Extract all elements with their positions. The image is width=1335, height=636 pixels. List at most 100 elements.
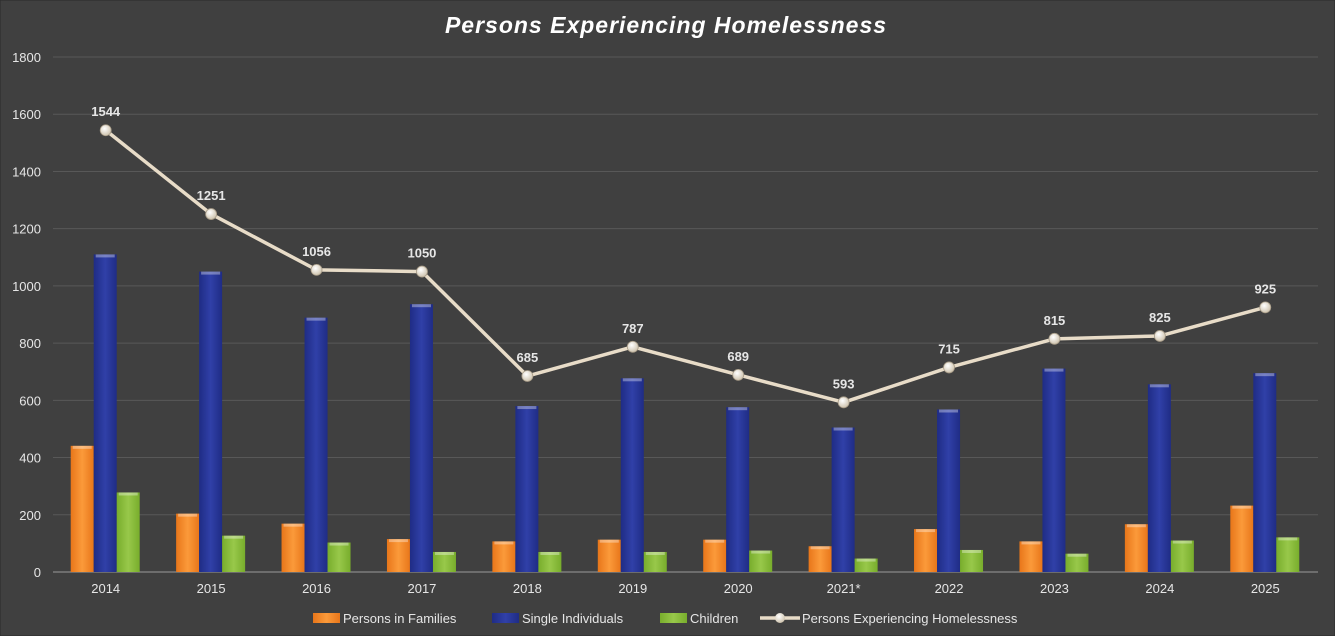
- bar-persons-in-families: [386, 539, 410, 572]
- y-tick-label: 800: [19, 336, 41, 351]
- bar-highlight: [599, 539, 619, 543]
- bar-children: [222, 535, 246, 572]
- y-tick-label: 1200: [12, 222, 41, 237]
- bar-single-individuals: [1147, 384, 1171, 572]
- bar-persons-in-families: [1124, 524, 1148, 572]
- x-tick-label: 2023: [1040, 581, 1069, 596]
- bar-single-individuals: [93, 254, 117, 572]
- legend-label: Single Individuals: [522, 611, 624, 626]
- data-label: 593: [833, 376, 855, 391]
- bar-highlight: [178, 513, 198, 517]
- bar-single-individuals: [515, 406, 539, 572]
- bar-children: [432, 551, 456, 572]
- bar-highlight: [1255, 373, 1275, 377]
- line-point: [626, 340, 639, 353]
- y-tick-label: 600: [19, 393, 41, 408]
- bar-highlight: [118, 492, 138, 496]
- bar-highlight: [411, 304, 431, 308]
- bar-highlight: [1232, 505, 1252, 509]
- data-label: 787: [622, 321, 644, 336]
- bar-persons-in-families: [492, 541, 516, 572]
- bar-highlight: [1278, 537, 1298, 541]
- bar-persons-in-families: [1230, 505, 1254, 572]
- y-tick-label: 1600: [12, 107, 41, 122]
- bar-single-individuals: [1042, 368, 1066, 572]
- bar-highlight: [1149, 384, 1169, 388]
- line-point: [521, 370, 534, 382]
- x-tick-label: 2025: [1251, 581, 1280, 596]
- y-tick-label: 1800: [12, 50, 41, 65]
- bar-highlight: [494, 541, 514, 545]
- bar-persons-in-families: [1019, 541, 1043, 572]
- bar-children: [538, 551, 562, 572]
- bar-highlight: [1021, 541, 1041, 545]
- x-tick-label: 2017: [407, 581, 436, 596]
- legend-swatch: [492, 613, 519, 623]
- x-tick-label: 2015: [197, 581, 226, 596]
- bar-highlight: [224, 535, 244, 539]
- bar-highlight: [283, 523, 303, 527]
- bar-highlight: [201, 271, 221, 275]
- y-tick-label: 1000: [12, 279, 41, 294]
- data-label: 825: [1149, 310, 1171, 325]
- bar-highlight: [705, 539, 725, 543]
- line-point: [1048, 332, 1061, 345]
- bar-highlight: [962, 549, 982, 553]
- line-point: [416, 265, 428, 278]
- y-tick-label: 1400: [12, 164, 41, 179]
- bar-persons-in-families: [70, 445, 94, 572]
- legend-label: Persons in Families: [343, 611, 457, 626]
- data-label: 1251: [197, 188, 226, 203]
- x-tick-label: 2014: [91, 581, 120, 596]
- bar-children: [1276, 537, 1300, 572]
- y-tick-label: 400: [19, 451, 41, 466]
- bar-children: [643, 551, 667, 572]
- x-tick-label: 2018: [513, 581, 542, 596]
- bar-highlight: [434, 551, 454, 555]
- line-point: [1153, 330, 1166, 342]
- line-point: [205, 208, 218, 220]
- data-label: 1056: [302, 244, 331, 259]
- bar-persons-in-families: [808, 546, 832, 572]
- line-point: [310, 263, 323, 276]
- bar-highlight: [833, 427, 853, 431]
- data-label: 1050: [407, 246, 436, 261]
- bar-highlight: [810, 546, 830, 550]
- bar-children: [327, 542, 351, 572]
- chart-title: Persons Experiencing Homelessness: [445, 12, 887, 38]
- bar-single-individuals: [409, 304, 433, 572]
- x-tick-label: 2021*: [827, 581, 861, 596]
- data-label: 715: [938, 341, 960, 356]
- bar-highlight: [540, 551, 560, 555]
- x-tick-label: 2022: [935, 581, 964, 596]
- bar-highlight: [95, 254, 115, 258]
- bar-persons-in-families: [176, 513, 200, 572]
- data-label: 1544: [91, 104, 121, 119]
- y-tick-label: 0: [34, 565, 41, 580]
- bar-children: [854, 558, 878, 572]
- bar-highlight: [916, 529, 936, 533]
- line-series-persons-experiencing-homelessness: [104, 128, 1266, 405]
- y-tick-label: 200: [19, 508, 41, 523]
- bar-single-individuals: [831, 427, 855, 572]
- bar-highlight: [856, 558, 876, 562]
- bar-highlight: [517, 406, 537, 410]
- bar-single-individuals: [304, 317, 328, 572]
- bar-highlight: [1126, 524, 1146, 528]
- bar-persons-in-families: [914, 529, 938, 572]
- bar-highlight: [1172, 540, 1192, 544]
- line-point: [943, 361, 955, 374]
- line-point: [99, 124, 112, 137]
- bar-highlight: [1044, 368, 1064, 372]
- bar-children: [960, 549, 984, 572]
- data-label: 815: [1044, 313, 1066, 328]
- line-point: [837, 396, 850, 409]
- x-tick-label: 2020: [724, 581, 753, 596]
- bar-persons-in-families: [703, 539, 727, 572]
- legend-marker: [775, 613, 785, 623]
- line-point: [732, 368, 745, 381]
- bar-children: [749, 550, 773, 572]
- bar-single-individuals: [937, 409, 961, 572]
